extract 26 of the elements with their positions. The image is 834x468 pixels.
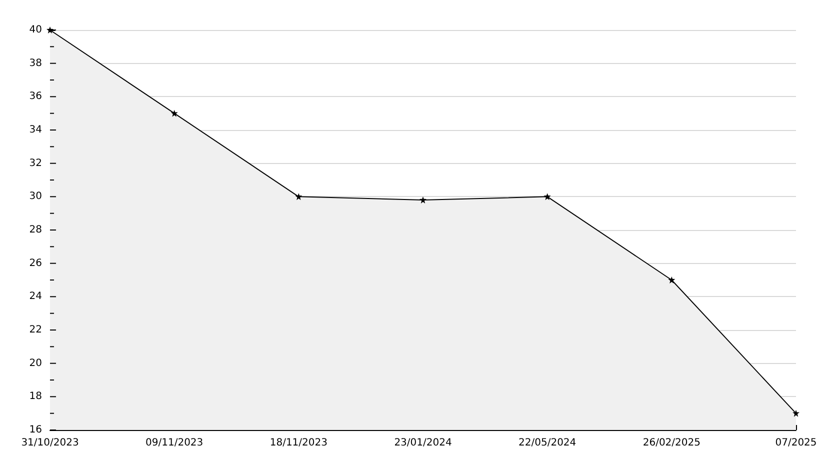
y-tick-label: 28 [29,224,42,236]
x-tick-label: 23/01/2024 [394,438,452,448]
y-tick-label: 36 [29,91,42,102]
x-tick-label: 31/10/2023 [21,438,79,448]
y-tick-label: 22 [29,324,42,336]
point [792,410,800,417]
x-tick-label: 07/2025 [775,438,817,448]
point [668,276,676,284]
x-tick-label: 22/05/2024 [518,438,576,448]
y-tick-label: 26 [29,258,42,269]
y-tick-label: 38 [29,58,42,69]
point [544,193,551,200]
y-tick-label: 32 [29,158,42,169]
point [420,196,426,204]
point [295,193,302,200]
x-tick-label: 09/11/2023 [146,438,204,448]
y-tick-label: 20 [29,358,42,369]
y-tick-label: 40 [29,24,42,36]
y-tick-label: 16 [29,424,42,436]
x-tick-label: 18/11/2023 [270,438,328,448]
y-tick-label: 18 [29,391,42,402]
y-tick-label: 24 [29,291,42,302]
point [170,110,178,117]
x-tick-label: 26/02/2025 [642,438,700,448]
y-tick-label: 34 [29,124,42,136]
y-tick-label: 30 [29,191,42,202]
